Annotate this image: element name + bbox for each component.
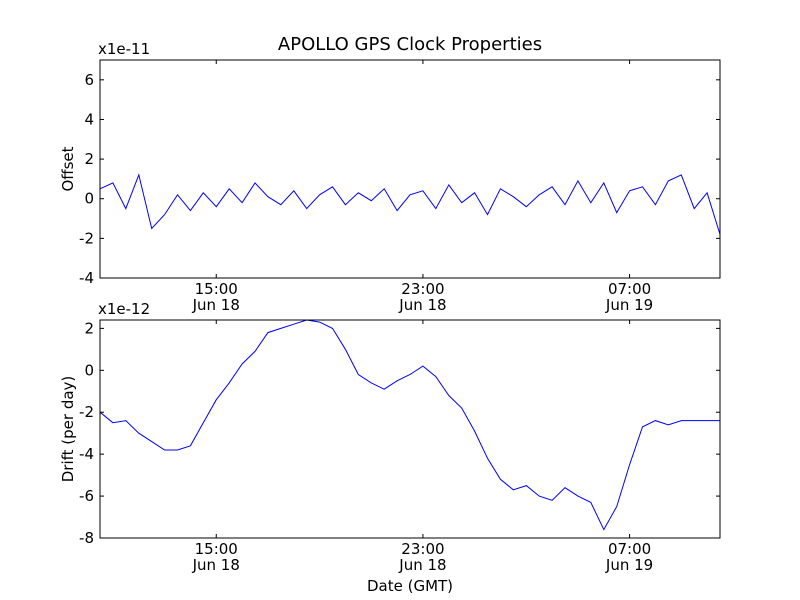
- y-tick-label: 2: [84, 150, 94, 168]
- y-tick-label: -2: [79, 403, 94, 421]
- x-tick-label-time: 23:00: [401, 540, 444, 558]
- y-tick-label: -6: [79, 487, 94, 505]
- y-tick-label: -2: [79, 229, 94, 247]
- x-axis-label: Date (GMT): [367, 577, 453, 595]
- axes-frame-0: [99, 59, 721, 279]
- x-tick-label-date: Jun 19: [605, 556, 653, 574]
- series-line-1-0: [100, 320, 720, 531]
- y-tick-label: 0: [84, 361, 94, 379]
- axis-multiplier-label: x1e-11: [98, 40, 150, 58]
- x-tick-label-date: Jun 18: [192, 296, 240, 314]
- y-tick-label: 6: [84, 71, 94, 89]
- y-axis-label: Offset: [59, 146, 77, 191]
- y-tick-label: 2: [84, 319, 94, 337]
- axes-frame-1: [99, 319, 721, 539]
- y-axis-label: Drift (per day): [59, 376, 77, 483]
- x-tick-label-time: 15:00: [195, 540, 238, 558]
- y-tick-label: 4: [84, 110, 94, 128]
- axis-multiplier-label: x1e-12: [98, 300, 150, 318]
- x-tick-label-date: Jun 18: [398, 556, 446, 574]
- x-tick-label-date: Jun 18: [398, 296, 446, 314]
- x-tick-label-time: 07:00: [608, 540, 651, 558]
- series-line-0-0: [100, 173, 720, 235]
- y-tick-label: 0: [84, 190, 94, 208]
- x-tick-label-date: Jun 19: [605, 296, 653, 314]
- y-tick-label: -4: [79, 445, 94, 463]
- y-tick-label: -8: [79, 529, 94, 547]
- x-tick-label-time: 07:00: [608, 280, 651, 298]
- x-tick-label-time: 15:00: [195, 280, 238, 298]
- x-tick-label-time: 23:00: [401, 280, 444, 298]
- x-tick-label-date: Jun 18: [192, 556, 240, 574]
- chart-title: APOLLO GPS Clock Properties: [278, 34, 542, 55]
- y-tick-label: -4: [79, 269, 94, 287]
